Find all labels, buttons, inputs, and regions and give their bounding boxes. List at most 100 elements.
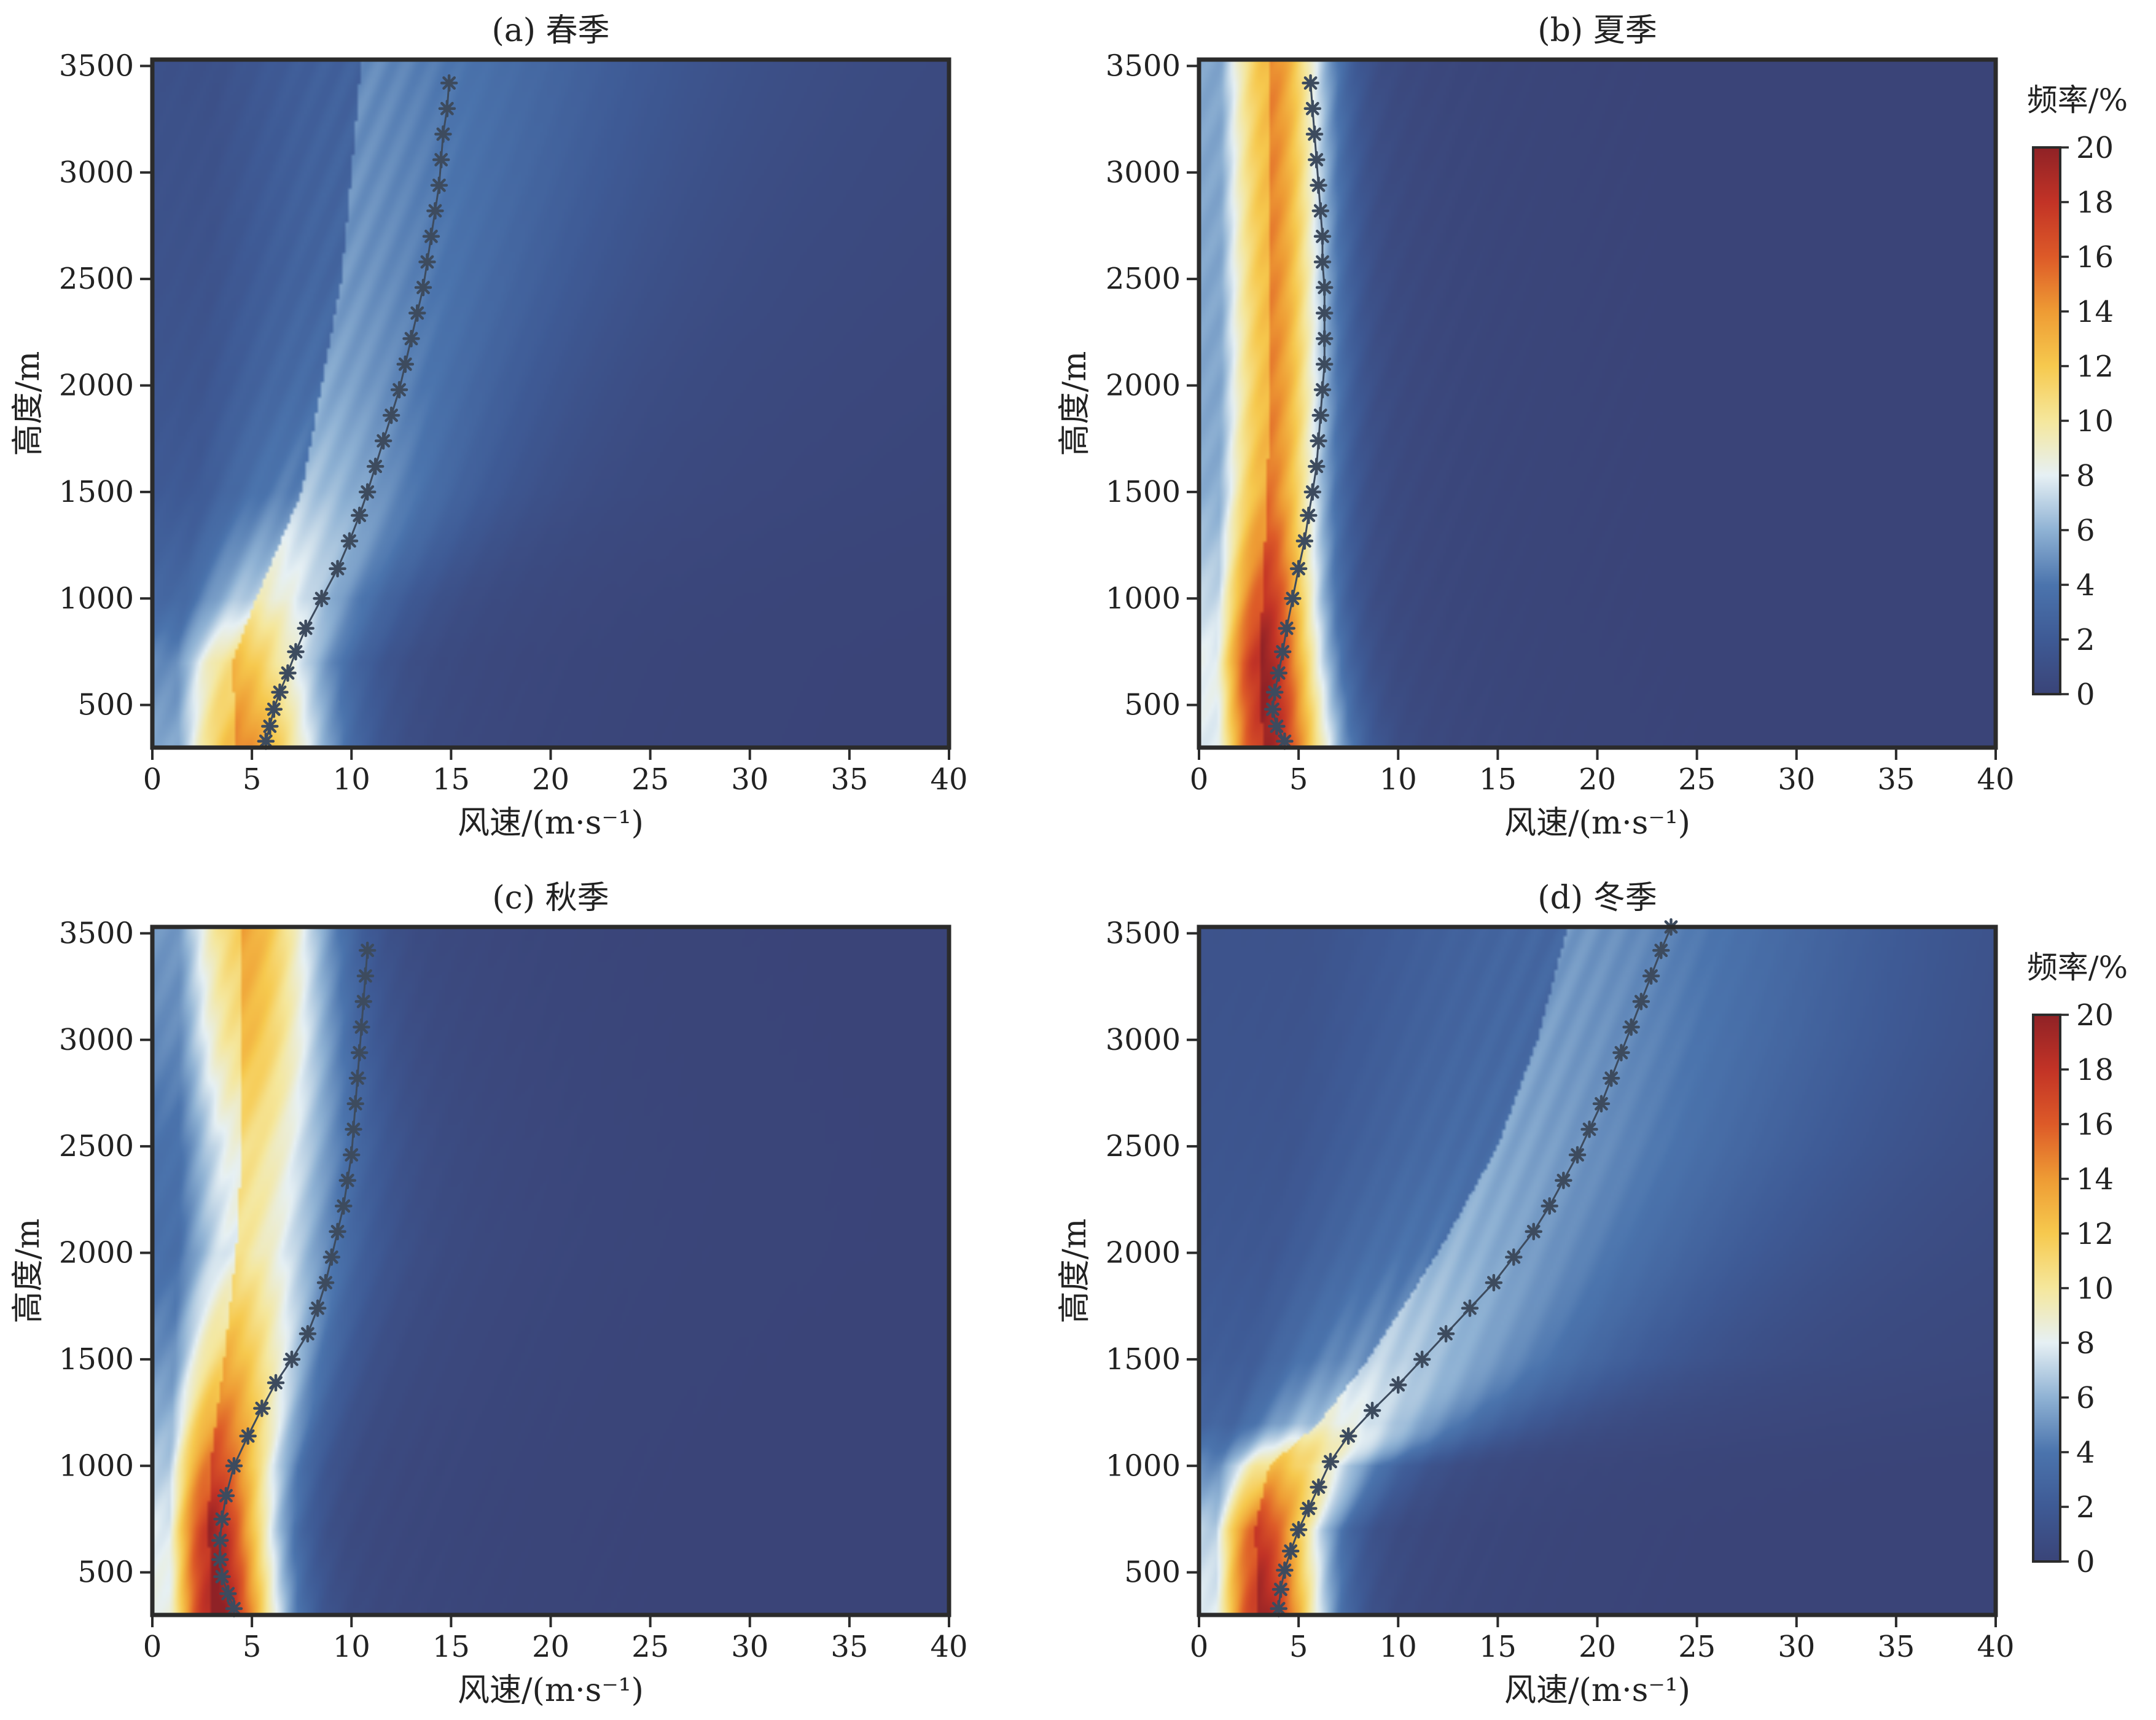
- x-tick-label: 5: [243, 762, 262, 797]
- profile-marker: [1310, 176, 1327, 194]
- x-tick-label: 35: [1877, 762, 1915, 797]
- profile-marker: [1461, 1299, 1479, 1317]
- x-tick-label: 0: [143, 762, 162, 797]
- profile-marker: [1308, 150, 1326, 169]
- x-tick-label: 25: [1678, 1630, 1716, 1664]
- x-tick-label: 35: [1877, 1630, 1915, 1664]
- x-tick-label: 0: [1190, 1630, 1209, 1664]
- colorbar-tick-label: 10: [2076, 404, 2114, 439]
- y-tick-label: 3000: [1106, 1023, 1181, 1057]
- x-tick-label: 40: [1977, 762, 2014, 797]
- profile-marker: [1541, 1197, 1558, 1215]
- y-tick-label: 3500: [59, 916, 134, 950]
- y-axis-label: 高度/m: [10, 351, 47, 456]
- chart-panel-3: 0 5 10 15 20 25 30 35 40 500 1000 1500 2000 2500 3000 3…: [10, 880, 968, 1709]
- x-tick-label: 20: [1579, 1630, 1616, 1664]
- profile-marker: [219, 1585, 237, 1603]
- x-tick-label: 30: [731, 762, 768, 797]
- colorbar-tick-label: 4: [2076, 1436, 2095, 1470]
- profile-marker: [1525, 1222, 1542, 1241]
- profile-marker: [1300, 1499, 1318, 1517]
- profile-marker: [313, 590, 330, 608]
- profile-marker: [414, 278, 432, 297]
- y-tick-label: 1000: [59, 1448, 134, 1483]
- profile-marker: [225, 1457, 243, 1475]
- profile-marker: [1642, 967, 1660, 985]
- heatmap-image: [152, 927, 949, 1615]
- profile-marker: [382, 406, 400, 424]
- colorbar-tick-label: 16: [2076, 1108, 2114, 1142]
- colorbar-gradient: [2032, 146, 2061, 695]
- profile-marker: [1310, 1478, 1327, 1496]
- profile-marker: [1270, 664, 1287, 682]
- heatmap-image: [1199, 60, 1996, 748]
- profile-marker: [1339, 1427, 1357, 1445]
- colorbar-tick-label: 2: [2076, 1490, 2095, 1525]
- profile-marker: [430, 176, 448, 194]
- colorbar-tick-label: 8: [2076, 1326, 2095, 1361]
- profile-marker: [211, 1550, 229, 1569]
- x-tick-label: 15: [1479, 1630, 1517, 1664]
- y-tick-label: 3000: [59, 155, 134, 190]
- y-tick-label: 1500: [1106, 1342, 1181, 1377]
- profile-marker: [287, 643, 305, 661]
- profile-marker: [1389, 1376, 1407, 1394]
- profile-marker: [1313, 227, 1332, 246]
- profile-marker: [1295, 532, 1314, 550]
- profile-marker: [265, 700, 283, 718]
- profile-marker: [1311, 406, 1330, 424]
- profile-marker: [1622, 1018, 1640, 1036]
- x-tick-label: 40: [1977, 1630, 2014, 1664]
- colorbar-tick-label: 18: [2076, 186, 2114, 220]
- profile-marker: [1316, 278, 1334, 297]
- y-tick-label: 2500: [59, 1129, 134, 1163]
- profile-marker: [261, 717, 279, 735]
- profile-marker: [1268, 717, 1286, 735]
- profile-marker: [1555, 1171, 1572, 1189]
- heatmap-image: [152, 60, 949, 748]
- profile-marker: [418, 253, 436, 271]
- colorbar-tick-label: 12: [2076, 1217, 2114, 1251]
- profile-marker: [213, 1568, 231, 1585]
- colorbar-tick-label: 6: [2076, 1381, 2095, 1415]
- y-tick-label: 1000: [1106, 581, 1181, 616]
- panel-title: (b) 夏季: [1537, 12, 1657, 49]
- colorbar-tick-label: 20: [2076, 998, 2114, 1033]
- plot-frame: [150, 57, 951, 750]
- colorbar-tick-label: 0: [2076, 678, 2095, 712]
- y-tick-label: 2000: [59, 369, 134, 403]
- y-tick-label: 2500: [1106, 262, 1181, 296]
- colorbar-gradient: [2032, 1014, 2061, 1563]
- profile-marker: [338, 1171, 357, 1189]
- y-tick-label: 1500: [59, 1342, 134, 1377]
- profile-marker: [1271, 1581, 1290, 1598]
- x-axis-label: 风速/(m·s⁻¹): [458, 805, 644, 842]
- profile-marker: [1303, 483, 1322, 501]
- x-tick-label: 20: [532, 1630, 569, 1664]
- x-tick-label: 30: [1778, 762, 1815, 797]
- profile-marker: [253, 1399, 271, 1417]
- y-tick-label: 500: [1124, 1555, 1181, 1590]
- profile-marker: [1313, 253, 1332, 271]
- profile-marker: [1580, 1120, 1598, 1138]
- x-tick-label: 35: [830, 1630, 868, 1664]
- x-tick-label: 5: [243, 1630, 262, 1664]
- profile-marker: [279, 664, 297, 682]
- profile-marker: [1313, 381, 1332, 399]
- profile-marker: [1273, 643, 1292, 661]
- panel-title: (d) 冬季: [1537, 880, 1657, 917]
- y-tick-label: 2000: [1106, 369, 1181, 403]
- y-tick-label: 1500: [59, 475, 134, 509]
- profile-marker: [390, 381, 408, 399]
- panel-title: (a) 春季: [491, 12, 609, 49]
- profile-marker: [322, 1248, 341, 1266]
- profile-marker: [329, 1222, 346, 1241]
- profile-marker: [1652, 941, 1670, 960]
- y-tick-label: 3000: [1106, 155, 1181, 190]
- profile-marker: [350, 1044, 369, 1061]
- profile-marker: [213, 1510, 231, 1528]
- profile-marker: [217, 1487, 235, 1505]
- colorbar-label: 频率/%: [2027, 950, 2128, 985]
- mean-profile-line: [265, 82, 450, 741]
- profile-marker: [343, 1146, 361, 1164]
